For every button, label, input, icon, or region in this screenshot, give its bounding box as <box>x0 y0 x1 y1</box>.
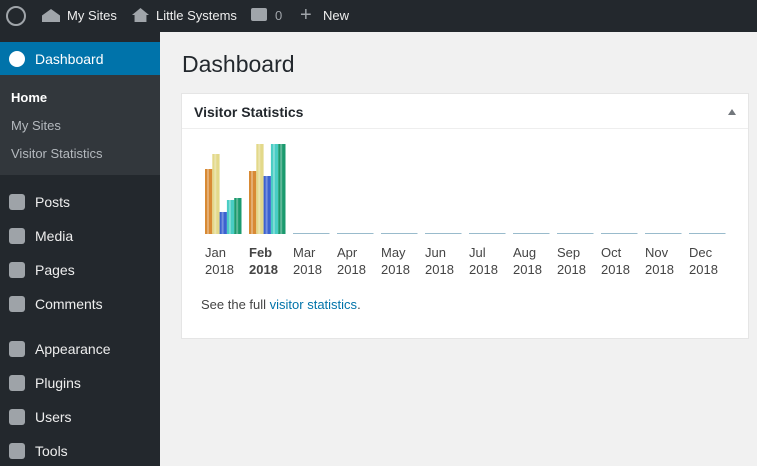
bar-shine <box>272 144 275 234</box>
x-tick-year: 2018 <box>337 262 366 277</box>
menu-icon <box>9 409 25 425</box>
bar <box>226 200 235 234</box>
menu-icon <box>9 341 25 357</box>
x-tick-year: 2018 <box>469 262 498 277</box>
menu-item[interactable]: Plugins <box>35 375 81 391</box>
x-tick-label: Dec <box>689 245 713 260</box>
submenu <box>0 75 160 175</box>
menu-item[interactable]: Comments <box>35 296 103 312</box>
chart: Jan 2018 Feb 2018 Mar 2018 Apr 2018 May 2018 Jun 20… <box>205 144 726 277</box>
bar <box>219 212 227 234</box>
comment-count[interactable]: 0 <box>275 8 283 23</box>
active-item[interactable]: Dashboard <box>0 42 168 75</box>
menu-item[interactable]: Media <box>35 228 74 244</box>
admin-bar: My Sites Little Systems 0 + New <box>0 0 757 32</box>
menu-icon <box>9 443 25 459</box>
x-tick-year: 2018 <box>205 262 234 277</box>
bar-shine <box>251 171 253 234</box>
footer-text: . <box>357 297 361 312</box>
bar <box>270 144 279 234</box>
x-tick-label: Oct <box>601 245 622 260</box>
page-title: Dashboard <box>182 51 295 77</box>
x-tick-label: Aug <box>513 245 536 260</box>
menu-item[interactable]: Users <box>35 409 72 425</box>
x-tick-year: 2018 <box>249 262 278 277</box>
bar-shine <box>207 169 209 234</box>
new[interactable]: New <box>323 8 350 23</box>
sidebar: Dashboard Home My Sites Visitor Statistics… <box>0 32 168 466</box>
x-tick-label: Jul <box>469 245 486 260</box>
icon <box>9 51 25 67</box>
site-name[interactable]: Little Systems <box>156 8 237 23</box>
arrow <box>152 51 168 67</box>
widget-title: Visitor Statistics <box>194 104 304 120</box>
comment-icon[interactable] <box>251 8 267 21</box>
menu-icon <box>9 194 25 210</box>
submenu-item[interactable]: Visitor Statistics <box>11 146 103 161</box>
menu-icon <box>9 262 25 278</box>
bar <box>249 171 257 234</box>
x-tick-year: 2018 <box>513 262 542 277</box>
x-tick-year: 2018 <box>557 262 586 277</box>
x-tick-label: Feb <box>249 245 272 260</box>
bar <box>212 154 220 234</box>
my-sites[interactable]: My Sites <box>67 8 117 23</box>
bar <box>234 198 242 234</box>
menu-item[interactable]: Pages <box>35 262 75 278</box>
menu-item[interactable]: Posts <box>35 194 71 210</box>
x-tick-year: 2018 <box>689 262 718 277</box>
widget: Visitor Statistics Jan 2018 Feb 2018 Mar 2018… <box>181 93 749 339</box>
menu-label[interactable]: Dashboard <box>35 51 104 67</box>
footer-text: See the full <box>201 297 270 312</box>
x-tick-year: 2018 <box>601 262 630 277</box>
x-tick-year: 2018 <box>425 262 454 277</box>
bar <box>205 169 213 234</box>
x-tick-label: Sep <box>557 245 580 260</box>
bar-shine <box>214 154 217 234</box>
bar-shine <box>221 212 224 234</box>
x-tick-year: 2018 <box>645 262 674 277</box>
bar-shine <box>228 200 231 234</box>
x-tick-year: 2018 <box>381 262 410 277</box>
menu-item[interactable]: Appearance <box>35 341 111 357</box>
my-sites-icon[interactable] <box>42 9 60 22</box>
plus-icon[interactable]: + <box>300 4 312 26</box>
x-tick-label: May <box>381 245 406 260</box>
bar-shine <box>236 198 239 234</box>
x-tick-label: Apr <box>337 245 358 260</box>
wp-logo[interactable] <box>6 6 26 26</box>
submenu-item[interactable]: My Sites <box>11 118 61 133</box>
bar <box>278 144 286 234</box>
submenu-item[interactable]: Home <box>11 90 48 105</box>
bar <box>256 144 264 234</box>
menu-item[interactable]: Tools <box>35 443 68 459</box>
bar-shine <box>265 176 268 234</box>
footer: See the full visitor statistics. <box>201 297 361 312</box>
menu-icon <box>9 228 25 244</box>
x-tick-year: 2018 <box>293 262 322 277</box>
separator <box>182 128 748 129</box>
x-tick-label: Jan <box>205 245 226 260</box>
menu-icon <box>9 375 25 391</box>
x-tick-label: Nov <box>645 245 669 260</box>
menu-icon <box>9 296 25 312</box>
toggle[interactable] <box>728 109 736 115</box>
bar-shine <box>280 144 283 234</box>
bar-shine <box>258 144 261 234</box>
bar <box>263 176 271 234</box>
x-tick-label: Mar <box>293 245 316 260</box>
home-icon[interactable] <box>132 8 149 22</box>
x-tick-label: Jun <box>425 245 446 260</box>
link[interactable]: visitor statistics <box>269 297 358 312</box>
